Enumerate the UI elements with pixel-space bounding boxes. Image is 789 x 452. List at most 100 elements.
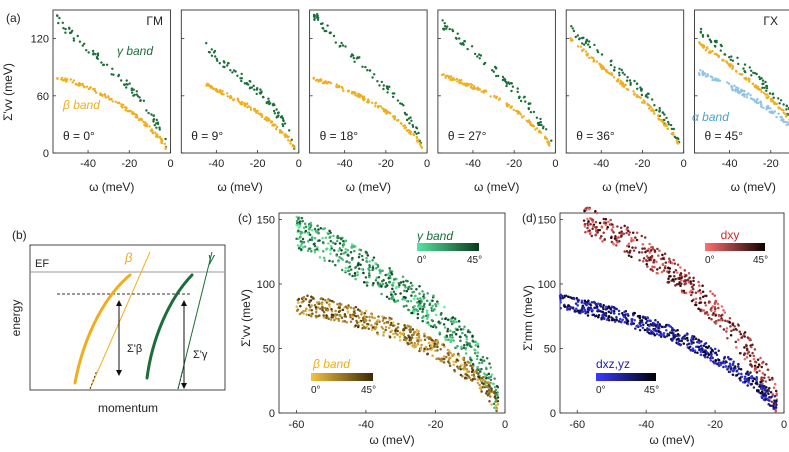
beta-point [738,72,741,76]
dxz-yz-point [644,317,648,321]
beta-point [666,127,669,130]
gamma-point [340,41,343,45]
dxz-yz-point [696,351,699,354]
dxy-point [687,271,691,275]
gamma-point [508,82,511,86]
gamma-point [465,340,468,344]
gamma-point [401,275,405,279]
gamma-point [391,283,394,287]
angle-label: θ = 9° [191,129,223,143]
beta-point [249,106,252,109]
gamma-point [518,95,521,99]
dxz-yz-point [662,332,666,335]
y-tick-label: 60 [37,91,49,103]
beta-point [317,301,321,304]
gamma-point [536,121,540,125]
dxy-point [733,325,736,328]
dxy-point [653,265,656,269]
gamma-point [313,248,317,252]
alpha-point [737,87,740,90]
dxz-yz-point [697,338,700,342]
beta-point [308,306,312,309]
beta-point [766,97,769,100]
gamma-point [64,27,67,31]
direction-gamma-m: ΓM [146,14,163,28]
gamma-point [403,298,407,301]
x-axis-label: ω (meV) [369,433,414,447]
dxy-point [771,393,775,396]
dxy-point [661,257,665,260]
gamma-point [62,27,65,30]
dxy-point [698,301,701,305]
gamma-point [354,277,357,281]
gamma-point [392,299,396,302]
gamma-point [56,14,59,18]
beta-point [320,302,324,306]
gamma-point [408,122,411,125]
beta-point [406,324,409,328]
dxy-point [692,276,695,280]
gamma-point [337,249,340,253]
gamma-point [133,93,136,97]
gamma-point [304,225,308,229]
beta-point [220,92,224,95]
alpha-point [781,118,784,121]
gamma-point [647,92,650,96]
beta-point [328,81,331,84]
gamma-point [301,219,305,223]
gamma-point [403,289,406,293]
beta-point [657,114,660,118]
beta-point [475,371,479,375]
dxz-yz-point [755,377,759,381]
beta-point [417,334,421,338]
dxz-yz-point [746,384,749,387]
dxz-yz-point [757,389,760,392]
beta-point [305,307,308,310]
dxz-yz-point [639,324,643,328]
gamma-point [231,71,234,74]
dxy-point [771,378,774,381]
gamma-point [466,47,469,51]
gamma-point [443,336,447,339]
beta-point [751,82,754,86]
beta-point [154,131,157,134]
beta-point [388,336,392,339]
dxy-point [615,244,618,247]
dxz-yz-point [719,361,723,365]
gamma-point [545,128,548,131]
gamma-point [362,281,366,284]
dxz-yz-point [591,309,594,312]
beta-point [430,345,433,348]
dxy-point [613,237,617,240]
beta-point [321,309,324,312]
dxy-point [586,226,589,230]
beta-point [433,342,436,346]
gamma-point [446,327,450,331]
dxy-point [684,291,688,295]
beta-point [361,323,364,327]
beta-point [785,115,788,118]
gamma-point [394,286,398,290]
beta-point [590,56,593,59]
alpha-point [739,90,743,94]
beta-point [376,332,380,336]
beta-point [69,78,73,81]
gamma-point [342,239,345,243]
dxy-point [584,231,587,234]
y-tick-label: 150 [538,214,556,226]
beta-point [121,106,124,109]
beta-point [675,139,678,142]
dxy-point [694,291,698,294]
dxz-yz-point [610,305,614,309]
beta-point [385,112,388,115]
gamma-point [772,96,775,99]
beta-point [462,358,466,362]
gamma-point [742,67,745,70]
dxy-point [627,242,631,246]
beta-point [143,124,147,127]
beta-point [571,39,574,42]
x-tick-label: 0 [681,158,687,170]
dxz-yz-point [621,318,624,322]
gamma-point [451,330,455,334]
dxy-point [643,236,647,239]
